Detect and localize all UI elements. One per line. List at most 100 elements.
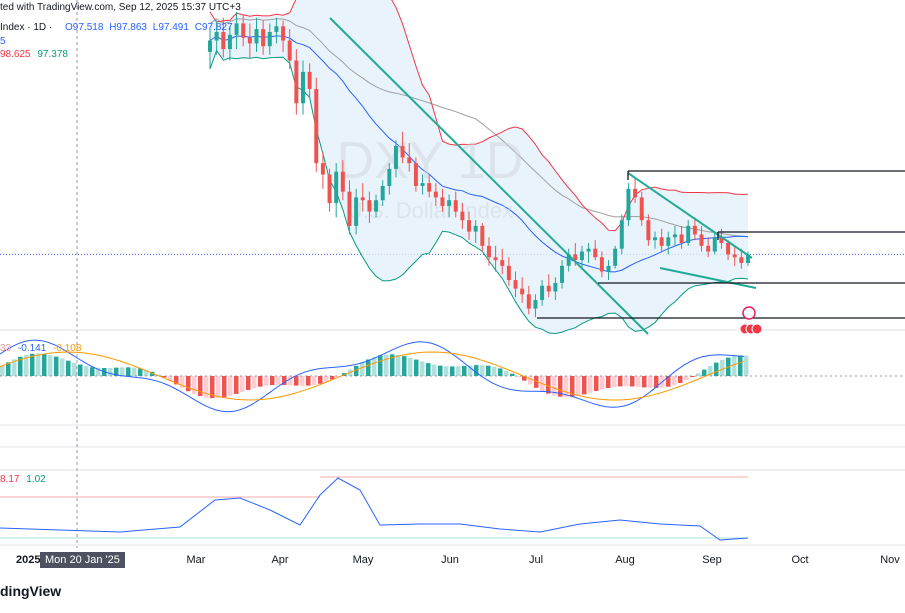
candle-body [340, 171, 345, 192]
high-value: H97.863 [109, 22, 147, 33]
macd-histogram-bar [210, 376, 215, 399]
candle-body [573, 254, 578, 261]
x-axis-tick-6: Aug [615, 554, 635, 566]
candle-body [314, 89, 319, 164]
macd-histogram-bar [120, 367, 125, 376]
macd-histogram-bar [180, 376, 185, 388]
close-value: C97.827 [194, 22, 233, 33]
candle-body [460, 211, 465, 221]
macd-histogram-bar [402, 356, 407, 376]
crosshair-date-label: Mon 20 Jan '25 [40, 552, 125, 568]
macd-histogram-bar [600, 376, 605, 390]
candle-body [732, 254, 737, 258]
macd-histogram-bar [270, 376, 275, 386]
candle-body [639, 197, 644, 221]
macd-histogram-bar [420, 361, 425, 376]
macd-histogram-bar [474, 365, 479, 376]
candle-body [593, 248, 598, 258]
macd-histogram-bar [630, 376, 635, 387]
macd-histogram-bar [258, 376, 263, 387]
macd-histogram-bar [114, 367, 119, 376]
macd-histogram-bar [684, 376, 689, 381]
candle-body [221, 31, 226, 50]
macd-histogram-bar [432, 364, 437, 376]
macd-histogram-bar [330, 376, 335, 380]
bb-lower-value: 97.378 [37, 49, 68, 60]
x-axis-tick-1: Mar [187, 554, 206, 566]
candle-body [281, 26, 286, 41]
candle-body [380, 185, 385, 201]
macd-histogram-bar [510, 373, 515, 376]
x-axis-year-label: 2025 [16, 554, 40, 566]
open-value: O97.518 [65, 22, 104, 33]
candle-body [546, 285, 551, 292]
macd-histogram-bar [234, 376, 239, 394]
candle-body [453, 200, 458, 212]
macd-histogram-bar [12, 359, 17, 376]
macd-histogram-bar [324, 376, 329, 382]
macd-histogram-bar [702, 369, 707, 376]
candle-body [374, 200, 379, 212]
macd-histogram-bar [546, 376, 551, 394]
candle-body [261, 29, 266, 47]
macd-histogram-bar [192, 376, 197, 394]
x-axis-tick-5: Jul [529, 554, 543, 566]
macd-legend: 33 -0.141 -0.108 [0, 343, 81, 354]
x-axis-tick-3: May [353, 554, 374, 566]
candle-body [613, 248, 618, 266]
candle-body [420, 183, 425, 186]
macd-histogram-bar [522, 376, 527, 381]
macd-signal-value: -0.108 [53, 343, 82, 354]
symbol-label: Index · 1D · [0, 22, 53, 33]
candle-body [407, 157, 412, 164]
macd-line [0, 339, 745, 413]
macd-signal-line [0, 351, 745, 401]
candle-body [307, 71, 312, 89]
x-axis-tick-7: Sep [702, 554, 722, 566]
bollinger-legend: 98.625 97.378 [0, 49, 68, 60]
macd-histogram-bar [618, 376, 623, 387]
macd-histogram-bar [360, 362, 365, 376]
macd-histogram-bar [186, 376, 191, 392]
x-axis-tick-9: Nov [880, 554, 900, 566]
candle-body [254, 29, 259, 44]
macd-histogram-bar [534, 376, 539, 388]
lower-value-b: 1.02 [26, 474, 46, 485]
macd-histogram-bar [240, 376, 245, 392]
candle-body [500, 260, 505, 266]
macd-histogram-bar [90, 367, 95, 376]
macd-histogram-bar [36, 353, 41, 376]
macd-histogram-bar [504, 370, 509, 376]
candle-body [692, 225, 697, 235]
macd-histogram-bar [738, 355, 743, 376]
macd-histogram-bar [162, 376, 167, 378]
macd-histogram-bar [480, 365, 485, 376]
macd-histogram-bar [378, 355, 383, 376]
candle-body [227, 34, 232, 50]
candle-body [666, 237, 671, 246]
macd-histogram-bar [168, 376, 173, 381]
candle-body [234, 23, 239, 35]
macd-histogram-bar [72, 362, 77, 376]
candle-body [447, 200, 452, 206]
candle-body [653, 237, 658, 241]
macd-histogram-bar [396, 354, 401, 376]
macd-histogram-bar [228, 376, 233, 396]
candle-body [586, 248, 591, 252]
macd-histogram-bar [708, 365, 713, 376]
candle-body [646, 220, 651, 241]
macd-histogram-bar [24, 354, 29, 376]
macd-histogram-bar [42, 353, 47, 376]
indicator-sub-label: 5 [0, 36, 6, 47]
macd-histogram-bar [582, 376, 587, 395]
macd-histogram-bar [300, 376, 305, 386]
macd-histogram-bar [246, 376, 251, 390]
macd-histogram-bar [30, 353, 35, 376]
macd-histogram-bar [126, 367, 131, 376]
candle-body [560, 265, 565, 283]
macd-histogram-bar [720, 359, 725, 376]
macd-histogram-bar [78, 364, 83, 376]
macd-histogram-bar [648, 376, 653, 388]
candle-body [513, 280, 518, 289]
